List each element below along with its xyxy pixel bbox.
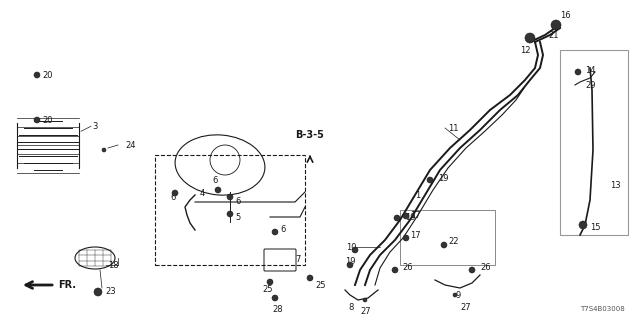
- Text: 6: 6: [212, 175, 218, 185]
- Text: 20: 20: [42, 70, 52, 79]
- Text: B-3-5: B-3-5: [296, 130, 324, 140]
- Text: 12: 12: [520, 45, 531, 54]
- Text: 13: 13: [610, 180, 621, 189]
- Circle shape: [267, 279, 273, 285]
- Circle shape: [403, 235, 409, 241]
- Circle shape: [551, 20, 561, 30]
- Text: 19: 19: [345, 258, 355, 267]
- Circle shape: [453, 293, 457, 297]
- Text: 19: 19: [438, 173, 449, 182]
- Circle shape: [227, 211, 233, 217]
- Circle shape: [394, 215, 400, 221]
- Text: 28: 28: [272, 306, 283, 315]
- Circle shape: [352, 247, 358, 253]
- Circle shape: [347, 262, 353, 268]
- Circle shape: [272, 295, 278, 301]
- Text: 18: 18: [108, 260, 118, 269]
- Text: 27: 27: [460, 303, 470, 313]
- Text: 26: 26: [480, 263, 491, 273]
- Bar: [155, 155, 305, 265]
- Text: 25: 25: [315, 282, 326, 291]
- Text: 17: 17: [410, 211, 420, 220]
- Text: 20: 20: [42, 116, 52, 124]
- Circle shape: [469, 267, 475, 273]
- Text: 4: 4: [200, 188, 205, 197]
- Circle shape: [272, 229, 278, 235]
- Circle shape: [525, 33, 535, 43]
- Circle shape: [392, 267, 398, 273]
- Text: 22: 22: [448, 237, 458, 246]
- Text: FR.: FR.: [58, 280, 76, 290]
- Circle shape: [34, 72, 40, 78]
- Text: 3: 3: [92, 122, 97, 131]
- Bar: [400, 210, 495, 265]
- Text: 5: 5: [235, 212, 240, 221]
- Circle shape: [94, 288, 102, 296]
- Text: 15: 15: [590, 223, 600, 233]
- Text: 16: 16: [560, 11, 571, 20]
- Text: 6: 6: [280, 226, 285, 235]
- Circle shape: [579, 221, 587, 229]
- Circle shape: [102, 148, 106, 152]
- Text: 24: 24: [125, 140, 136, 149]
- Text: 27: 27: [360, 308, 371, 316]
- Text: 1: 1: [415, 190, 420, 199]
- Circle shape: [172, 190, 178, 196]
- Text: 25: 25: [262, 285, 273, 294]
- Bar: [560, 50, 628, 235]
- Text: 29: 29: [585, 81, 595, 90]
- Text: 8: 8: [348, 303, 353, 313]
- Circle shape: [403, 213, 409, 219]
- Text: 17: 17: [410, 230, 420, 239]
- Text: 21: 21: [548, 30, 559, 39]
- Text: 11: 11: [448, 124, 458, 132]
- Circle shape: [215, 187, 221, 193]
- Text: 6: 6: [235, 197, 241, 206]
- Circle shape: [363, 298, 367, 302]
- Circle shape: [427, 177, 433, 183]
- Text: 23: 23: [105, 287, 116, 297]
- Circle shape: [34, 117, 40, 123]
- Text: 7: 7: [295, 255, 300, 265]
- Circle shape: [227, 194, 233, 200]
- Circle shape: [441, 242, 447, 248]
- Circle shape: [307, 275, 313, 281]
- Text: 26: 26: [402, 263, 413, 273]
- Text: 6: 6: [170, 193, 175, 202]
- Text: T7S4B03008: T7S4B03008: [580, 306, 625, 312]
- Text: 14: 14: [585, 66, 595, 75]
- Text: 10: 10: [346, 243, 356, 252]
- Circle shape: [575, 69, 581, 75]
- Text: 9: 9: [455, 291, 460, 300]
- Text: 19: 19: [405, 213, 415, 222]
